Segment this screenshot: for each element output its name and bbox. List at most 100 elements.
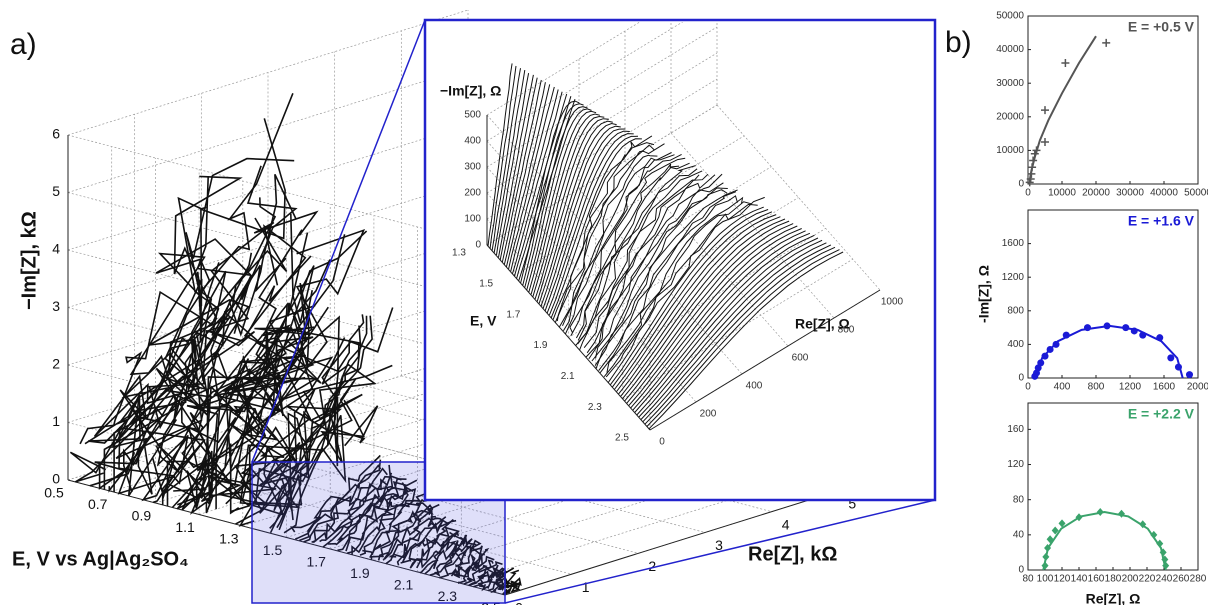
impedance-trace xyxy=(575,163,680,339)
impedance-trace xyxy=(562,152,672,331)
impedance-trace xyxy=(646,249,840,427)
impedance-trace xyxy=(289,454,381,533)
x-axis-label: Re[Z], Ω xyxy=(1086,591,1141,605)
impedance-trace xyxy=(520,100,580,284)
z-tick-label: 500 xyxy=(464,110,481,121)
y-tick-label: 5 xyxy=(848,496,856,512)
z-tick-label: 4 xyxy=(52,241,60,257)
x-tick-label: 1200 xyxy=(1119,382,1142,393)
y-tick-label: 0 xyxy=(1018,565,1024,576)
y-tick-label: 120 xyxy=(1007,459,1024,470)
x-tick-label: 280 xyxy=(1190,574,1207,585)
impedance-trace xyxy=(463,561,503,585)
data-point xyxy=(1167,354,1175,362)
impedance-trace xyxy=(74,262,220,483)
impedance-trace xyxy=(229,228,366,515)
zoom-region xyxy=(251,461,506,604)
fit-line xyxy=(1035,324,1184,379)
data-point xyxy=(1122,324,1130,332)
impedance-trace xyxy=(636,237,819,416)
impedance-trace xyxy=(347,488,417,554)
impedance-trace xyxy=(278,315,368,531)
plot-frame xyxy=(1027,15,1199,185)
fit-line xyxy=(1028,35,1097,181)
y-tick-label: 80 xyxy=(1013,494,1025,505)
impedance-trace xyxy=(269,325,362,534)
data-point xyxy=(1150,530,1158,539)
y-tick-label: 1600 xyxy=(1002,238,1025,249)
data-point xyxy=(1159,548,1167,557)
impedance-trace xyxy=(458,559,494,585)
impedance-trace xyxy=(638,239,823,418)
data-point xyxy=(1096,507,1104,516)
impedance-trace xyxy=(624,223,794,402)
grid-line xyxy=(532,216,697,403)
data-point xyxy=(1118,509,1125,518)
impedance-trace xyxy=(424,534,468,575)
impedance-trace xyxy=(532,115,605,298)
impedance-trace xyxy=(152,302,310,504)
impedance-trace xyxy=(409,530,460,569)
y-tick-label: 4 xyxy=(782,516,790,532)
impedance-trace xyxy=(132,118,286,473)
x-tick-label: 240 xyxy=(1156,574,1173,585)
zoom-connector xyxy=(504,499,936,604)
zoom-connector xyxy=(251,19,426,463)
impedance-trace xyxy=(382,508,436,561)
impedance-trace xyxy=(370,504,434,560)
data-point xyxy=(1037,359,1045,367)
y-axis-label: Re[Z], Ω xyxy=(795,316,850,332)
impedance-trace xyxy=(558,143,665,328)
y-tick-label: 160 xyxy=(1007,424,1024,435)
impedance-trace xyxy=(181,306,329,511)
impedance-trace xyxy=(345,485,414,552)
x-tick-label: 1.3 xyxy=(452,248,466,259)
y-tick-label: 40 xyxy=(1013,529,1025,540)
z-tick-label: 2 xyxy=(52,356,60,372)
impedance-trace xyxy=(215,213,315,510)
y-axis-label: -Im[Z], Ω xyxy=(976,265,992,323)
y-tick-label: 40000 xyxy=(996,44,1024,55)
x-tick-label: 1600 xyxy=(1153,382,1176,393)
x-tick-label: 200 xyxy=(1122,574,1139,585)
x-tick-label: 20000 xyxy=(1082,188,1110,199)
impedance-trace xyxy=(642,244,832,423)
impedance-trace xyxy=(595,189,738,369)
impedance-trace xyxy=(189,224,307,515)
x-tick-label: 0 xyxy=(1025,188,1031,199)
panel-label: a) xyxy=(10,28,37,61)
x-tick-label: 80 xyxy=(1022,574,1034,585)
impedance-trace xyxy=(499,77,538,261)
y-tick-label: 800 xyxy=(1007,305,1024,316)
impedance-trace xyxy=(396,519,457,566)
impedance-trace xyxy=(595,182,724,359)
impedance-trace xyxy=(503,82,546,265)
x-tick-label: 1.5 xyxy=(263,542,283,558)
x-tick-label: 0 xyxy=(1025,382,1031,393)
impedance-trace xyxy=(618,216,781,395)
impedance-trace xyxy=(544,130,630,312)
z-axis-label: −Im[Z], kΩ xyxy=(18,211,40,310)
data-point xyxy=(1084,324,1091,332)
impedance-trace xyxy=(508,86,555,270)
impedance-trace xyxy=(303,467,388,543)
impedance-trace xyxy=(598,191,737,371)
grid-line xyxy=(486,104,718,246)
impedance-trace xyxy=(497,577,522,591)
impedance-trace xyxy=(453,554,495,579)
y-tick-label: 1 xyxy=(582,579,590,595)
impedance-trace xyxy=(628,228,802,406)
impedance-trace xyxy=(408,526,460,568)
x-tick-label: 2.1 xyxy=(561,371,575,382)
impedance-trace xyxy=(259,307,394,521)
x-tick-label: 2.5 xyxy=(615,433,629,444)
data-point xyxy=(1156,334,1164,342)
data-point xyxy=(1028,163,1037,172)
inset-3d-plot: 0 100 200 300 400 500 1.3 1.5 1.7 1.9 2.1 2.3 2.5 0 20… xyxy=(440,22,904,448)
x-tick-label: 100 xyxy=(1037,574,1054,585)
data-point xyxy=(1052,340,1060,348)
impedance-trace xyxy=(388,517,450,559)
axis-line xyxy=(649,289,881,431)
impedance-trace xyxy=(205,259,331,514)
data-point xyxy=(1102,38,1111,47)
